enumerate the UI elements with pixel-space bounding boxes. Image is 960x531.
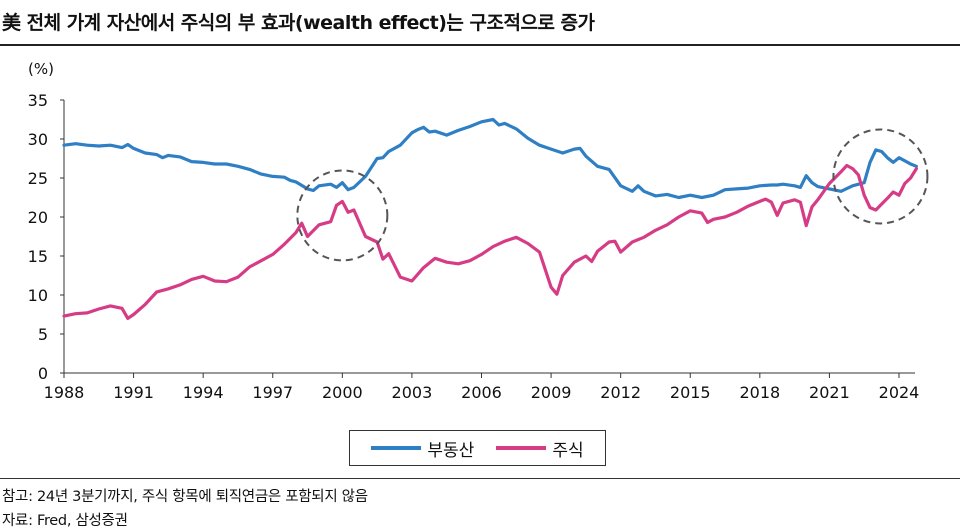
y-axis-unit-label: (%) xyxy=(28,60,54,78)
x-tick-label: 2012 xyxy=(600,383,641,402)
x-tick-label: 2021 xyxy=(809,383,850,402)
x-tick-label: 2015 xyxy=(670,383,711,402)
x-tick-label: 2006 xyxy=(461,383,502,402)
x-tick-label: 1991 xyxy=(113,383,154,402)
y-tick-label: 30 xyxy=(28,130,48,149)
y-tick-label: 35 xyxy=(28,91,48,110)
line-chart: 0 5 10 15 20 25 30 35 1988 1991 1994 1997 2000 2003 20… xyxy=(28,91,929,402)
chart-legend: 부동산 주식 xyxy=(349,430,606,466)
legend-swatch-real-estate xyxy=(371,446,422,450)
title-divider xyxy=(0,44,960,46)
chart-title: 美 전체 가계 자산에서 주식의 부 효과(wealth effect)는 구조… xyxy=(2,12,595,34)
highlight-circle-2023 xyxy=(832,128,929,225)
x-tick-label: 1994 xyxy=(183,383,224,402)
x-tick-label: 2024 xyxy=(879,383,920,402)
source-note: 자료: Fred, 삼성증권 xyxy=(2,513,128,529)
legend-item-real-estate: 부동산 xyxy=(371,436,474,461)
chart-axes: 0 5 10 15 20 25 30 35 1988 1991 1994 1997 2000 2003 20… xyxy=(28,91,920,402)
x-tick-label: 2003 xyxy=(392,383,433,402)
x-tick-label: 2000 xyxy=(322,383,363,402)
highlight-circle-2000 xyxy=(296,169,389,262)
y-tick-label: 25 xyxy=(28,169,48,188)
legend-item-stocks: 주식 xyxy=(496,436,584,461)
y-tick-label: 20 xyxy=(28,208,48,227)
series-line-real-estate xyxy=(62,117,918,200)
chart-series xyxy=(62,117,918,320)
y-tick-label: 0 xyxy=(38,364,48,383)
y-tick-label: 15 xyxy=(28,247,48,266)
footnote: 참고: 24년 3분기까지, 주식 항목에 퇴직연금은 포함되지 않음 xyxy=(2,489,368,505)
series-line-stocks xyxy=(62,163,918,320)
x-tick-label: 1997 xyxy=(252,383,293,402)
highlight-circles xyxy=(296,128,929,262)
y-tick-label: 10 xyxy=(28,286,48,305)
legend-label-stocks: 주식 xyxy=(552,440,584,461)
legend-label-real-estate: 부동산 xyxy=(427,440,475,461)
y-tick-label: 5 xyxy=(38,325,48,344)
x-tick-label: 1988 xyxy=(44,383,85,402)
x-tick-label: 2018 xyxy=(739,383,780,402)
x-tick-label: 2009 xyxy=(531,383,572,402)
legend-swatch-stocks xyxy=(496,446,547,450)
footer-divider xyxy=(0,478,960,479)
